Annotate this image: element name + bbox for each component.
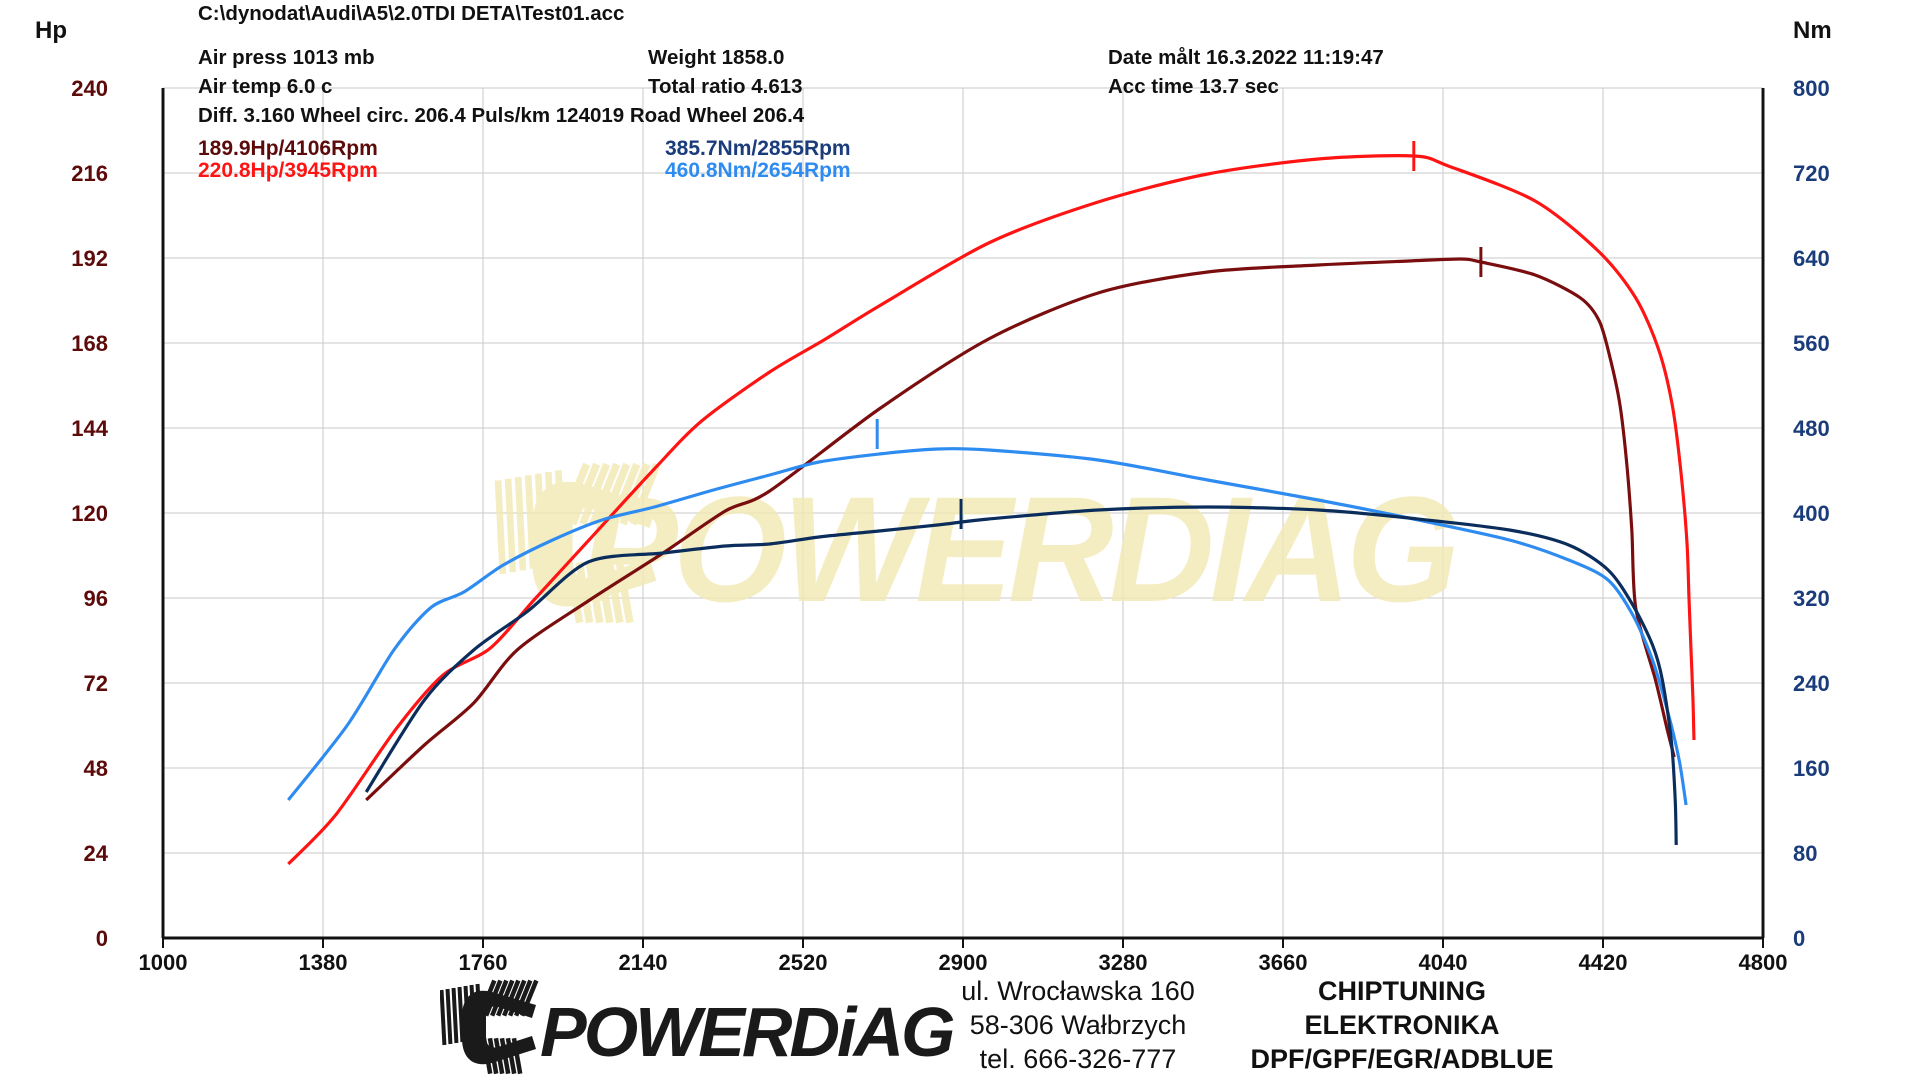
svg-text:48: 48 [84, 756, 108, 781]
svg-text:Nm: Nm [1793, 17, 1832, 44]
svg-text:Total ratio 4.613: Total ratio 4.613 [648, 75, 803, 98]
svg-text:96: 96 [84, 586, 108, 611]
svg-text:3660: 3660 [1259, 950, 1308, 975]
svg-text:24: 24 [84, 841, 109, 866]
svg-text:240: 240 [71, 76, 108, 101]
svg-text:DPF/GPF/EGR/ADBLUE: DPF/GPF/EGR/ADBLUE [1250, 1044, 1553, 1074]
svg-text:Hp: Hp [35, 17, 67, 44]
svg-text:640: 640 [1793, 246, 1830, 271]
svg-text:Date målt 16.3.2022 11:19:47: Date målt 16.3.2022 11:19:47 [1108, 46, 1384, 69]
svg-text:192: 192 [71, 246, 108, 271]
svg-text:ELEKTRONIKA: ELEKTRONIKA [1305, 1010, 1500, 1040]
svg-text:460.8Nm/2654Rpm: 460.8Nm/2654Rpm [665, 159, 851, 182]
svg-text:4420: 4420 [1579, 950, 1628, 975]
svg-text:tel. 666-326-777: tel. 666-326-777 [980, 1044, 1177, 1074]
svg-text:560: 560 [1793, 331, 1830, 356]
svg-text:Acc time 13.7 sec: Acc time 13.7 sec [1108, 75, 1279, 98]
svg-text:480: 480 [1793, 416, 1830, 441]
svg-text:0: 0 [96, 926, 108, 951]
svg-text:400: 400 [1793, 501, 1830, 526]
svg-text:1760: 1760 [459, 950, 508, 975]
svg-text:720: 720 [1793, 161, 1830, 186]
svg-text:1000: 1000 [139, 950, 188, 975]
svg-text:216: 216 [71, 161, 108, 186]
svg-text:2520: 2520 [779, 950, 828, 975]
svg-text:1380: 1380 [299, 950, 348, 975]
svg-text:58-306 Wałbrzych: 58-306 Wałbrzych [970, 1010, 1187, 1040]
svg-text:168: 168 [71, 331, 108, 356]
svg-text:Diff. 3.160 Wheel circ. 20: Diff. 3.160 Wheel circ. 206.4 Puls/km 12… [198, 104, 805, 127]
svg-text:4800: 4800 [1739, 950, 1788, 975]
svg-text:72: 72 [84, 671, 108, 696]
svg-text:240: 240 [1793, 671, 1830, 696]
svg-text:3280: 3280 [1099, 950, 1148, 975]
svg-text:120: 120 [71, 501, 108, 526]
svg-text:POWERDiAG: POWERDiAG [540, 993, 954, 1071]
svg-text:ul. Wrocławska 160: ul. Wrocławska 160 [961, 976, 1195, 1006]
svg-text:80: 80 [1793, 841, 1817, 866]
svg-text:160: 160 [1793, 756, 1830, 781]
svg-text:Air temp 6.0 c: Air temp 6.0 c [198, 75, 332, 98]
svg-text:385.7Nm/2855Rpm: 385.7Nm/2855Rpm [665, 137, 851, 160]
svg-text:800: 800 [1793, 76, 1830, 101]
svg-text:144: 144 [71, 416, 108, 441]
svg-text:220.8Hp/3945Rpm: 220.8Hp/3945Rpm [198, 159, 378, 182]
svg-text:Weight 1858.0: Weight 1858.0 [648, 46, 784, 69]
svg-text:2140: 2140 [619, 950, 668, 975]
svg-text:Air press 1013 mb: Air press 1013 mb [198, 46, 375, 69]
svg-text:C:\dynodat\Audi\A5\2.0TDI DETA: C:\dynodat\Audi\A5\2.0TDI DETA\Test01.ac… [198, 2, 624, 25]
svg-text:0: 0 [1793, 926, 1805, 951]
svg-text:4040: 4040 [1419, 950, 1468, 975]
svg-text:320: 320 [1793, 586, 1830, 611]
svg-text:189.9Hp/4106Rpm: 189.9Hp/4106Rpm [198, 137, 378, 160]
svg-text:2900: 2900 [939, 950, 988, 975]
svg-text:CHIPTUNING: CHIPTUNING [1318, 976, 1486, 1006]
